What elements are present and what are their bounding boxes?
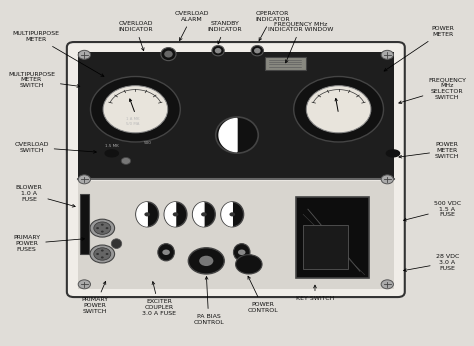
Bar — [78, 182, 394, 289]
Circle shape — [188, 248, 224, 274]
Circle shape — [101, 256, 104, 258]
Circle shape — [101, 249, 104, 252]
Text: EXCITER
COUPLER
3.0 A FUSE: EXCITER COUPLER 3.0 A FUSE — [142, 282, 176, 316]
Circle shape — [201, 212, 207, 216]
Circle shape — [96, 253, 99, 255]
Ellipse shape — [164, 202, 187, 227]
FancyBboxPatch shape — [67, 42, 405, 297]
Text: KEY SWITCH: KEY SWITCH — [296, 285, 334, 301]
Text: FREQUENCY MHz
INDICATOR WINDOW: FREQUENCY MHz INDICATOR WINDOW — [268, 21, 334, 63]
Bar — [265, 56, 306, 70]
Polygon shape — [193, 203, 204, 226]
Circle shape — [381, 280, 393, 289]
Text: OPERATOR
INDICATOR: OPERATOR INDICATOR — [255, 11, 290, 40]
Circle shape — [90, 219, 115, 237]
Circle shape — [106, 253, 109, 255]
Text: PRIMARY
POWER
SWITCH: PRIMARY POWER SWITCH — [82, 281, 109, 314]
Circle shape — [78, 175, 91, 184]
Polygon shape — [219, 119, 237, 152]
Bar — [78, 52, 394, 179]
Circle shape — [381, 50, 393, 59]
Text: MULTIPURPOSE
METER: MULTIPURPOSE METER — [13, 31, 104, 76]
Polygon shape — [165, 203, 175, 226]
Ellipse shape — [254, 48, 261, 53]
Circle shape — [229, 212, 235, 216]
Circle shape — [294, 76, 383, 142]
Circle shape — [238, 249, 246, 255]
Text: POWER
METER: POWER METER — [384, 26, 454, 71]
Ellipse shape — [158, 244, 174, 261]
Circle shape — [91, 76, 180, 142]
Text: 500: 500 — [143, 142, 151, 145]
Polygon shape — [386, 150, 400, 157]
Circle shape — [121, 157, 131, 164]
Text: PRIMARY
POWER
FUSES: PRIMARY POWER FUSES — [13, 235, 84, 252]
Circle shape — [106, 227, 109, 229]
Text: MULTIPURPOSE
METER
SWITCH: MULTIPURPOSE METER SWITCH — [8, 72, 80, 88]
Text: OVERLOAD
ALARM: OVERLOAD ALARM — [175, 11, 210, 40]
Polygon shape — [105, 150, 118, 157]
Text: BLOWER
1.0 A
FUSE: BLOWER 1.0 A FUSE — [16, 185, 75, 207]
Polygon shape — [222, 203, 232, 226]
Text: STANDBY
INDICATOR: STANDBY INDICATOR — [208, 21, 243, 44]
Circle shape — [306, 86, 371, 133]
Text: 1 A MK
5/0 MA: 1 A MK 5/0 MA — [126, 117, 139, 126]
Circle shape — [381, 175, 393, 184]
Bar — [80, 194, 89, 254]
Ellipse shape — [111, 239, 122, 248]
Text: 28 VDC
3.0 A
FUSE: 28 VDC 3.0 A FUSE — [404, 254, 459, 271]
Ellipse shape — [215, 48, 221, 53]
Text: 1.5 MK: 1.5 MK — [105, 144, 118, 148]
Text: 500 VDC
1.5 A
FUSE: 500 VDC 1.5 A FUSE — [403, 201, 461, 221]
Circle shape — [101, 224, 104, 226]
Circle shape — [101, 230, 104, 233]
Circle shape — [90, 245, 115, 263]
Ellipse shape — [234, 244, 250, 261]
Polygon shape — [137, 203, 147, 226]
Circle shape — [94, 248, 111, 260]
Circle shape — [103, 86, 168, 133]
Ellipse shape — [221, 202, 244, 227]
Bar — [303, 225, 348, 270]
Ellipse shape — [161, 47, 176, 61]
Ellipse shape — [212, 45, 224, 56]
Circle shape — [78, 280, 91, 289]
Circle shape — [162, 249, 170, 255]
Text: FREQUENCY
MHz
SELECTOR
SWITCH: FREQUENCY MHz SELECTOR SWITCH — [399, 78, 466, 103]
Text: POWER
CONTROL: POWER CONTROL — [247, 276, 278, 313]
Text: PA BIAS
CONTROL: PA BIAS CONTROL — [193, 276, 224, 325]
Text: POWER
METER
SWITCH: POWER METER SWITCH — [399, 142, 460, 159]
Text: OVERLOAD
SWITCH: OVERLOAD SWITCH — [14, 142, 96, 153]
Circle shape — [96, 227, 99, 229]
Circle shape — [145, 212, 150, 216]
Ellipse shape — [164, 51, 173, 57]
Circle shape — [199, 256, 213, 266]
Circle shape — [173, 212, 178, 216]
Text: OVERLOAD
INDICATOR: OVERLOAD INDICATOR — [118, 21, 153, 51]
Ellipse shape — [136, 202, 158, 227]
Circle shape — [94, 222, 111, 234]
Circle shape — [236, 255, 262, 274]
Ellipse shape — [251, 45, 264, 56]
Ellipse shape — [216, 117, 258, 153]
Circle shape — [78, 50, 91, 59]
Ellipse shape — [192, 202, 215, 227]
Bar — [296, 197, 369, 278]
